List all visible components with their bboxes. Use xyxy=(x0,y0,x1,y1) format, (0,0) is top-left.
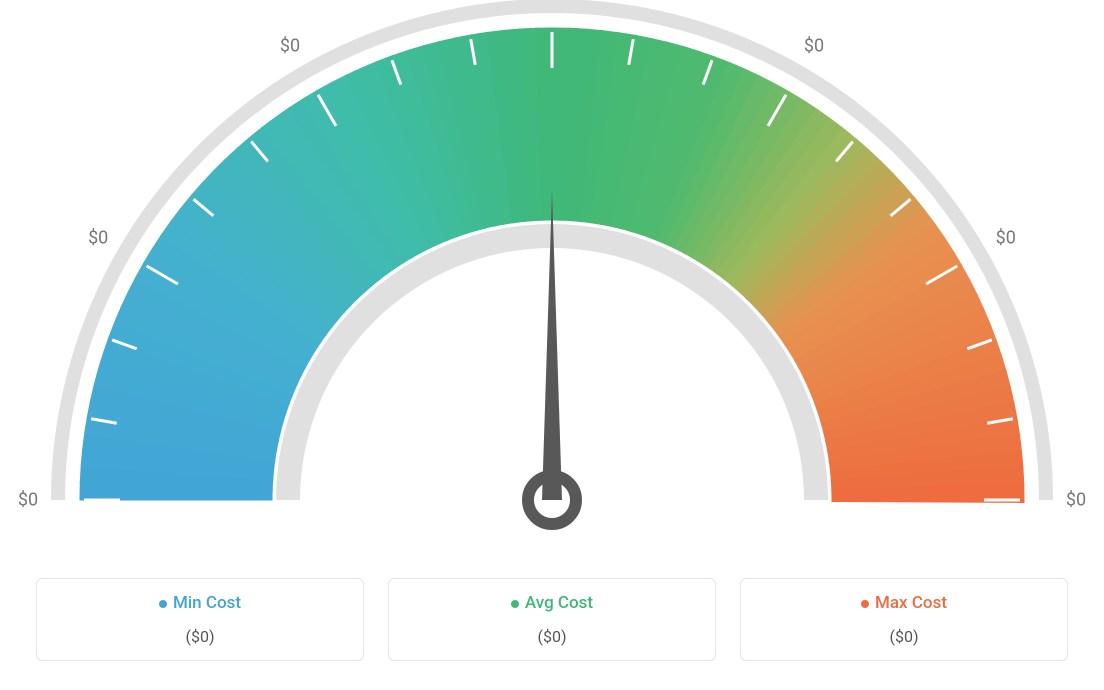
gauge-tick-label: $0 xyxy=(280,36,300,57)
legend-value-avg: ($0) xyxy=(399,627,705,646)
legend-label-max: Max Cost xyxy=(875,593,947,613)
legend-label-min: Min Cost xyxy=(173,593,241,613)
legend-label-avg: Avg Cost xyxy=(525,593,593,613)
gauge-chart: $0$0$0$0$0$0$0 xyxy=(0,0,1104,560)
legend-title-max: Max Cost xyxy=(751,593,1057,613)
gauge-tick-label: $0 xyxy=(804,36,824,57)
legend-card-min: Min Cost ($0) xyxy=(36,578,364,661)
legend-dot-avg xyxy=(511,600,519,608)
legend-card-avg: Avg Cost ($0) xyxy=(388,578,716,661)
legend-title-avg: Avg Cost xyxy=(399,593,705,613)
gauge-tick-label: $0 xyxy=(1066,490,1086,511)
gauge-tick-label: $0 xyxy=(996,228,1016,249)
legend-card-max: Max Cost ($0) xyxy=(740,578,1068,661)
legend-title-min: Min Cost xyxy=(47,593,353,613)
gauge-svg xyxy=(0,0,1104,560)
gauge-tick-label: $0 xyxy=(88,228,108,249)
legend-dot-max xyxy=(861,600,869,608)
legend-row: Min Cost ($0) Avg Cost ($0) Max Cost ($0… xyxy=(36,578,1068,661)
gauge-tick-label: $0 xyxy=(18,490,38,511)
legend-value-min: ($0) xyxy=(47,627,353,646)
legend-dot-min xyxy=(159,600,167,608)
legend-value-max: ($0) xyxy=(751,627,1057,646)
